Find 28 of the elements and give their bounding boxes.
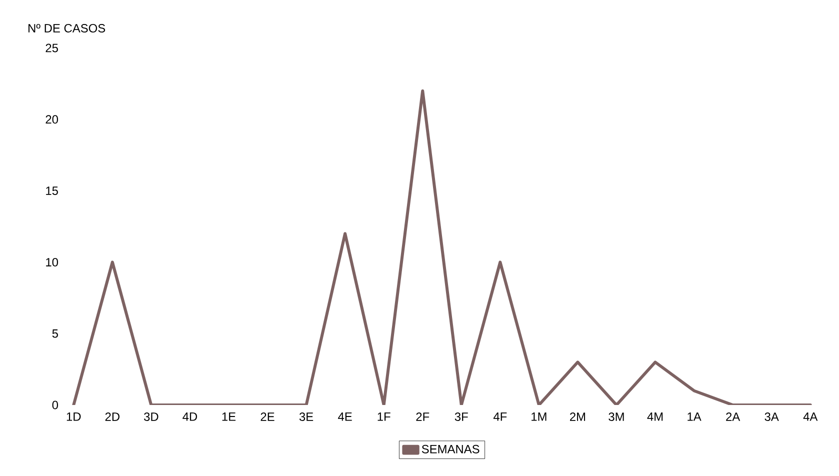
x-tick-label: 3E (299, 412, 314, 421)
x-tick-label: 2F (416, 412, 430, 421)
x-tick-label: 3F (454, 412, 468, 421)
x-tick-label: 1D (66, 412, 81, 421)
y-axis-title: Nº DE CASOS (28, 24, 106, 32)
legend-label: SEMANAS (422, 444, 480, 454)
x-tick-label: 3A (764, 412, 779, 421)
y-tick-label: 15 (46, 186, 58, 195)
x-tick-label: 1M (532, 412, 546, 421)
y-tick-label: 10 (46, 258, 58, 266)
x-tick-label: 4A (803, 412, 818, 421)
x-tick-label: 4F (493, 412, 507, 421)
x-tick-label: 2A (726, 412, 740, 421)
x-tick-label: 1E (222, 412, 236, 421)
x-tick-label: 1F (378, 412, 390, 421)
x-tick-label: 1A (688, 412, 702, 421)
x-tick-label: 3M (608, 412, 624, 421)
x-tick-label: 4M (647, 412, 663, 421)
y-tick-label: 25 (46, 44, 58, 52)
x-tick-label: 4E (338, 412, 352, 421)
x-tick-label: 2M (570, 412, 586, 421)
x-tick-label: 2D (105, 412, 120, 421)
x-tick-label: 3D (144, 412, 158, 421)
x-tick-label: 4D (182, 412, 198, 421)
x-tick-label: 2E (260, 412, 274, 421)
y-tick-label: 5 (52, 329, 58, 338)
y-tick-label: 0 (52, 400, 58, 410)
y-tick-label: 20 (46, 115, 58, 124)
